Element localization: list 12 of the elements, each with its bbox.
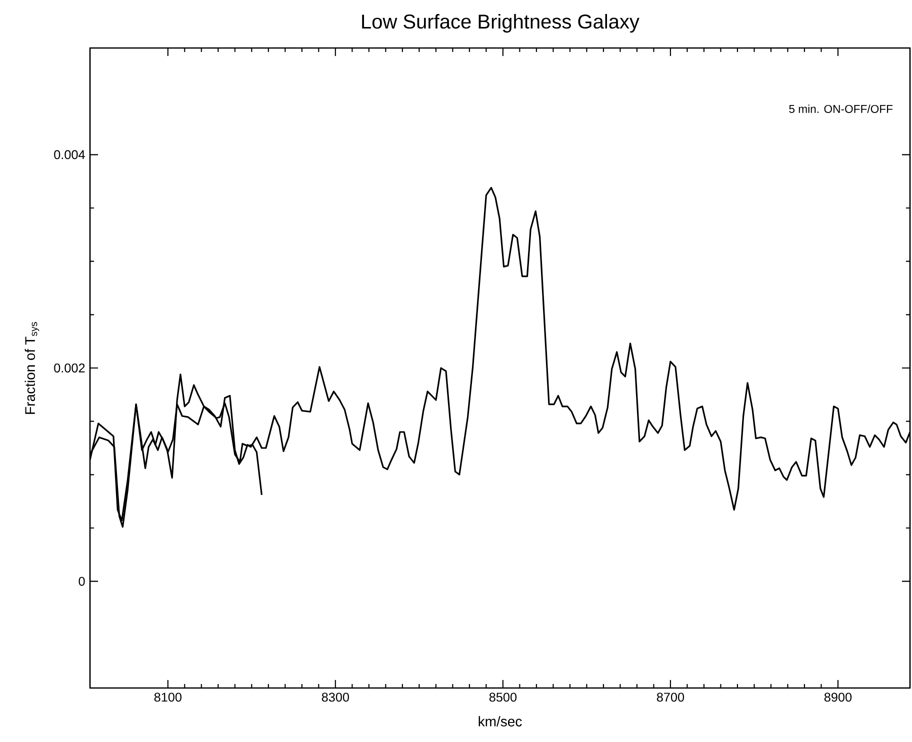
annotation: 5 min. ON-OFF/OFF [789, 104, 893, 113]
x-tick-label: 8300 [322, 692, 350, 702]
y-tick-label: 0.002 [54, 364, 85, 372]
x-tick-label: 8100 [154, 692, 182, 702]
x-tick-label: 8500 [489, 692, 517, 702]
y-axis-title: Fraction of T$_{sys}$ [24, 322, 40, 414]
x-axis-title: km/sec [478, 716, 522, 726]
chart-title: Low Surface Brightness Galaxy [362, 14, 640, 33]
y-tick-label: 0 [78, 576, 85, 586]
x-tick-label: 8900 [824, 692, 852, 702]
x-tick-label: 8700 [656, 692, 684, 702]
y-tick-label: 0.004 [54, 150, 85, 160]
